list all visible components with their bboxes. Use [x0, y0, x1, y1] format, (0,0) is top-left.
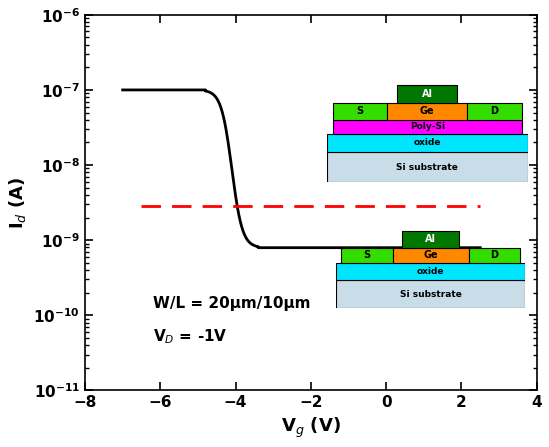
Y-axis label: I$_d$ (A): I$_d$ (A): [7, 177, 28, 229]
X-axis label: V$_g$ (V): V$_g$ (V): [281, 416, 341, 440]
Text: W/L = 20μm/10μm: W/L = 20μm/10μm: [153, 296, 310, 311]
Text: V$_D$ = -1V: V$_D$ = -1V: [153, 328, 227, 346]
